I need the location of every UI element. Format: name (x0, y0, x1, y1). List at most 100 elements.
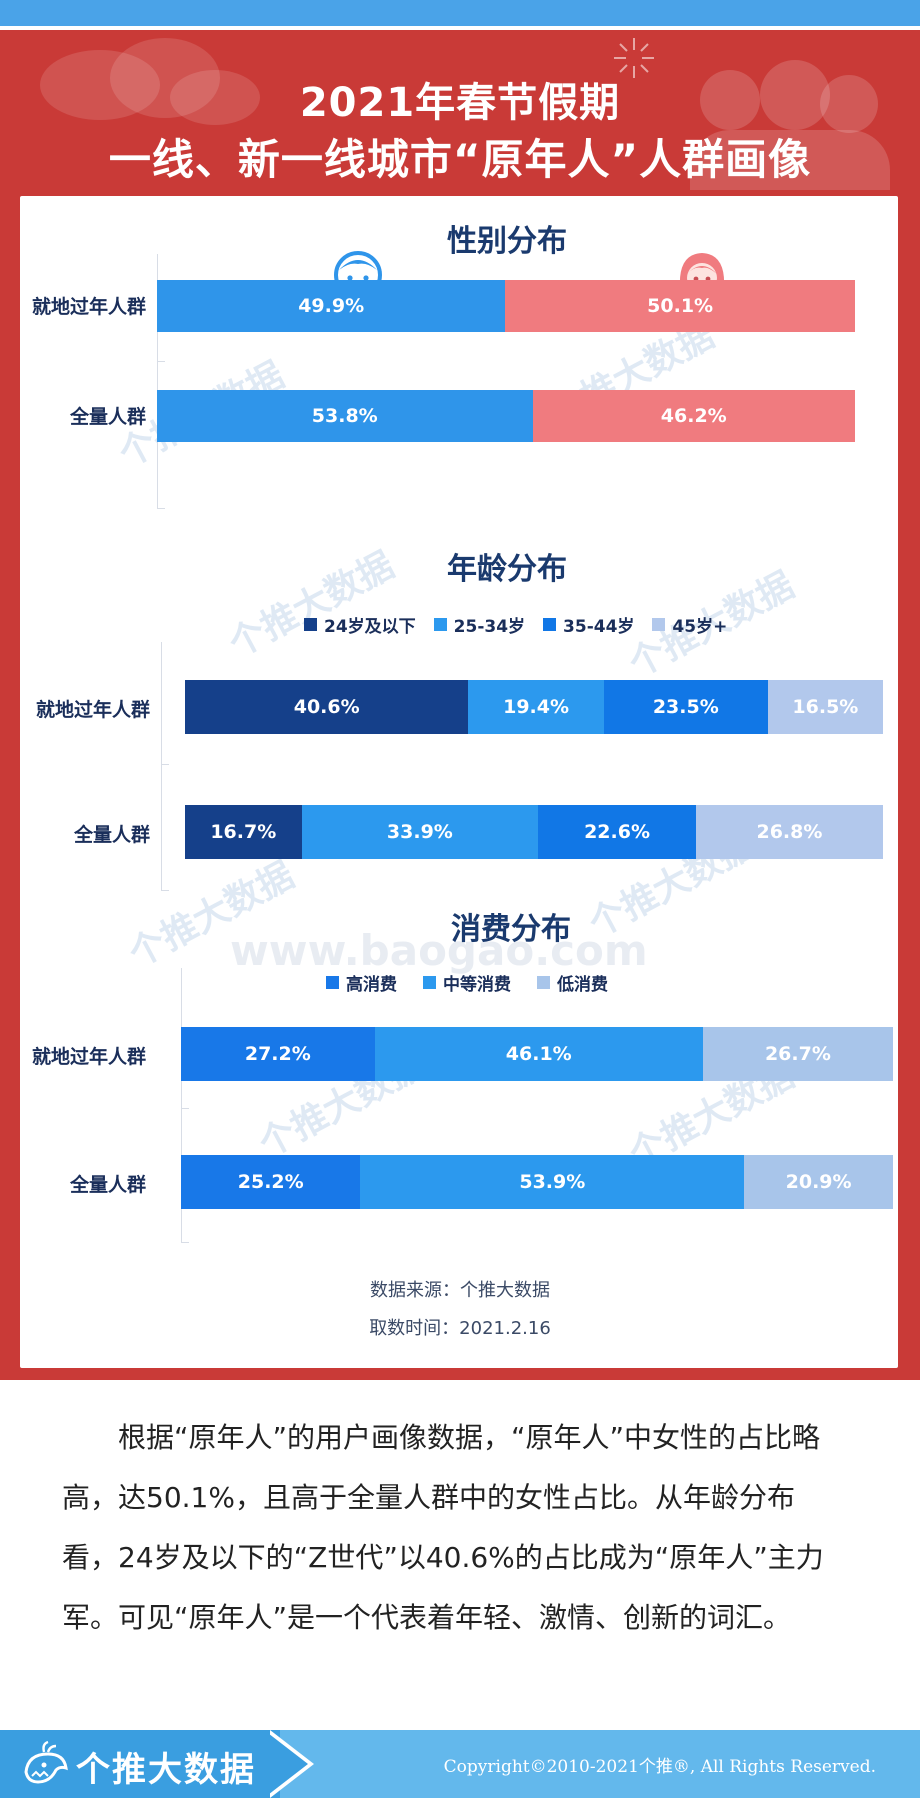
age-row-label-local: 就地过年人群 (35, 699, 150, 721)
age-section-title: 年龄分布 (447, 552, 567, 587)
legend-label: 中等消费 (443, 975, 511, 995)
age-bar-all: 16.7% 33.9% 22.6% 26.8% (185, 805, 883, 859)
consumption-bar-segment: 27.2% (181, 1027, 375, 1081)
data-date: 取数时间：2021.2.16 (369, 1318, 551, 1339)
footer: 个推大数据 Copyright©2010-2021个推®, All Rights… (0, 1730, 920, 1798)
consumption-bar-segment: 20.9% (744, 1155, 893, 1209)
consumption-bar-segment: 26.7% (702, 1027, 893, 1081)
gender-bar-segment: 49.9% (157, 280, 506, 332)
age-bar-segment: 19.4% (468, 680, 604, 734)
gender-row-label-local: 就地过年人群 (31, 296, 146, 318)
age-bar-segment: 16.5% (767, 680, 883, 734)
legend-label: 24岁及以下 (324, 617, 416, 637)
firework-icon (614, 38, 654, 78)
legend-swatch (543, 618, 557, 631)
axis-tick (181, 1108, 189, 1109)
age-value-label: 19.4% (503, 696, 570, 718)
gender-bar-segment: 53.8% (157, 390, 533, 442)
legend-label: 低消费 (557, 975, 608, 995)
consumption-bar-all: 25.2% 53.9% 20.9% (181, 1155, 893, 1209)
age-value-label: 22.6% (584, 821, 650, 843)
gender-bar-segment: 50.1% (505, 280, 855, 332)
consumption-axis (181, 968, 182, 1242)
cloud-decoration (110, 38, 220, 118)
people-silhouette (820, 75, 878, 133)
age-value-label: 40.6% (293, 696, 360, 718)
people-silhouette (760, 60, 830, 130)
gender-row-label-all: 全量人群 (69, 406, 146, 428)
consumption-value-label: 46.1% (505, 1043, 572, 1065)
footer-logo-text: 个推大数据 (76, 1750, 256, 1790)
whale-logo-icon (24, 1740, 68, 1784)
cloud-decoration (170, 70, 260, 125)
legend-item: 35-44岁 (543, 612, 634, 637)
gender-bar-segment: 46.2% (532, 390, 855, 442)
axis-tick (161, 764, 169, 765)
legend-swatch (326, 976, 339, 989)
consumption-row-label-all: 全量人群 (69, 1174, 146, 1196)
gender-axis (157, 254, 158, 508)
watermark: www.baogao.com (230, 926, 648, 975)
age-bar-segment: 26.8% (695, 805, 883, 859)
people-silhouette (700, 70, 760, 130)
gender-bar-local: 49.9% 50.1% (157, 280, 855, 332)
legend-swatch (433, 618, 447, 631)
age-bar-segment: 23.5% (603, 680, 768, 734)
footer-copyright: Copyright©2010-2021个推®, All Rights Reser… (443, 1757, 876, 1777)
consumption-legend: 高消费 中等消费 低消费 (326, 970, 626, 995)
legend-label: 高消费 (346, 975, 397, 995)
gender-value-label: 53.8% (311, 405, 378, 427)
consumption-value-label: 26.7% (764, 1043, 831, 1065)
consumption-value-label: 27.2% (244, 1043, 311, 1065)
consumption-section-title: 消费分布 (451, 912, 571, 947)
age-bar-segment: 22.6% (538, 805, 696, 859)
consumption-bar-segment: 25.2% (181, 1155, 361, 1209)
age-value-label: 23.5% (652, 696, 719, 718)
legend-item: 25-34岁 (433, 612, 526, 637)
title-line1: 2021年春节假期 (299, 80, 621, 126)
consumption-value-label: 20.9% (785, 1171, 852, 1193)
consumption-value-label: 25.2% (237, 1171, 304, 1193)
legend-label: 25-34岁 (453, 617, 526, 637)
consumption-bar-local: 27.2% 46.1% 26.7% (181, 1027, 893, 1081)
gender-bar-all: 53.8% 46.2% (157, 390, 855, 442)
data-source: 数据来源：个推大数据 (370, 1280, 550, 1301)
top-stripe (0, 0, 920, 30)
consumption-row-label-local: 就地过年人群 (31, 1046, 146, 1068)
consumption-bar-segment: 46.1% (374, 1027, 703, 1081)
age-bar-segment: 33.9% (301, 805, 539, 859)
axis-tick (157, 361, 165, 362)
legend-swatch (652, 618, 666, 631)
chart-card: 个推大数据 个推大数据 个推大数据 个推大数据 个推大数据 个推大数据 个推大数… (20, 196, 898, 1368)
legend-item: 24岁及以下 (304, 612, 416, 637)
age-bar-local: 40.6% 19.4% 23.5% 16.5% (185, 680, 883, 734)
legend-item: 45岁+ (652, 612, 727, 637)
axis-tick (157, 508, 165, 509)
people-silhouette (690, 130, 890, 190)
footer-arrow (264, 1730, 308, 1798)
gender-value-label: 50.1% (647, 295, 714, 317)
age-axis (161, 642, 162, 890)
age-bar-segment: 40.6% (185, 680, 469, 734)
legend-swatch (304, 618, 317, 631)
legend-item: 高消费 (326, 970, 397, 995)
legend-label: 45岁+ (672, 617, 728, 637)
cloud-decoration (40, 50, 160, 120)
legend-swatch (423, 976, 436, 989)
age-legend: 24岁及以下 25-34岁 35-44岁 45岁+ (304, 612, 745, 637)
age-bar-segment: 16.7% (185, 805, 302, 859)
legend-item: 中等消费 (423, 970, 511, 995)
age-value-label: 16.5% (792, 696, 859, 718)
consumption-value-label: 53.9% (519, 1171, 586, 1193)
gender-value-label: 49.9% (298, 295, 365, 317)
age-row-label-all: 全量人群 (73, 824, 150, 846)
gender-value-label: 46.2% (660, 405, 727, 427)
legend-item: 低消费 (537, 970, 608, 995)
axis-tick (181, 1242, 189, 1243)
age-value-label: 16.7% (210, 821, 277, 843)
legend-swatch (537, 976, 550, 989)
legend-label: 35-44岁 (563, 617, 635, 637)
age-value-label: 33.9% (386, 821, 453, 843)
axis-tick (161, 890, 169, 891)
age-value-label: 26.8% (756, 821, 823, 843)
